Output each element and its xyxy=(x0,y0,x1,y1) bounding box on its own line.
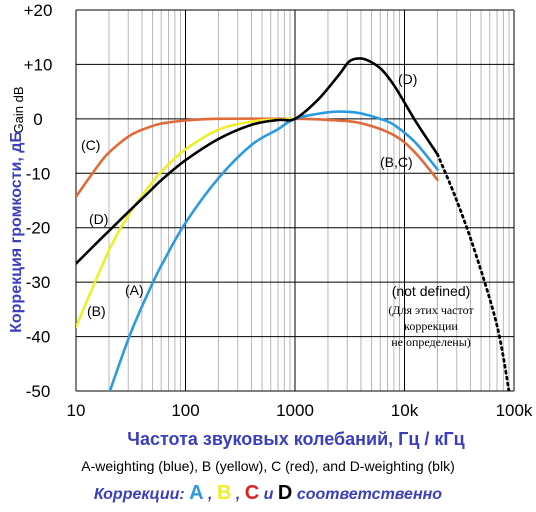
note-ru-line3: не определены) xyxy=(391,335,471,349)
legend-ru-and: и xyxy=(263,486,274,503)
y-tick-label: -40 xyxy=(26,328,51,347)
gain-db-label: Gain dB xyxy=(11,87,26,134)
legend-ru-prefix: Коррекции: xyxy=(93,486,185,503)
note-ru-line2: коррекции xyxy=(404,319,458,333)
legend-russian: Коррекции: A , B , C и D соответственно xyxy=(0,482,536,505)
y-tick-label: -20 xyxy=(26,219,51,238)
legend-ru-sep1: , xyxy=(208,486,213,503)
annotation-bc: (B,C) xyxy=(380,154,413,170)
annotation-a: (A) xyxy=(125,282,144,298)
legend-english: A-weighting (blue), B (yellow), C (red),… xyxy=(81,458,455,474)
x-tick-label: 10k xyxy=(391,401,419,420)
legend-ru-sep2: , xyxy=(235,486,241,503)
legend-ru-a: A xyxy=(189,482,204,504)
annotation-b: (B) xyxy=(87,303,106,319)
y-tick-label: 0 xyxy=(33,110,42,129)
grid xyxy=(75,9,515,392)
legend-ru-c: C xyxy=(244,482,260,504)
y-tick-label: -10 xyxy=(26,164,51,183)
tick-labels: +20 +10 0 -10 -20 -30 -40 -50 10 100 1000 10k 100k xyxy=(24,1,533,420)
x-tick-label: 1000 xyxy=(276,401,314,420)
note-ru-line1: (Для этих частот xyxy=(388,303,474,317)
series-line-b xyxy=(76,117,297,329)
y-tick-label: +10 xyxy=(24,55,53,74)
x-tick-label: 10 xyxy=(67,401,86,420)
annotation-d-high: (D) xyxy=(398,71,417,87)
note-not-defined: (not defined) xyxy=(392,283,471,299)
legend-ru-b: B xyxy=(216,482,232,504)
legend-ru-suffix: соответственно xyxy=(296,486,443,503)
y-tick-label: -50 xyxy=(26,382,51,401)
series-line-d xyxy=(76,57,439,265)
y-tick-label: -30 xyxy=(26,273,51,292)
x-tick-label: 100k xyxy=(496,401,533,420)
legend-ru-d: D xyxy=(277,482,293,504)
y-axis-title: Коррекция громкости, дБ xyxy=(8,131,25,333)
series-line-d-extension xyxy=(436,152,511,391)
series-line-c xyxy=(76,117,439,198)
weighting-chart: +20 +10 0 -10 -20 -30 -40 -50 10 100 1000 10k 100k G… xyxy=(8,1,533,449)
series-line-a xyxy=(108,110,439,391)
x-axis-title: Частота звуковых колебаний, Гц / кГц xyxy=(127,429,464,449)
y-tick-label: +20 xyxy=(24,1,53,20)
annotation-c: (C) xyxy=(81,137,100,153)
x-tick-label: 100 xyxy=(171,401,199,420)
annotation-d-low: (D) xyxy=(89,211,108,227)
series-group xyxy=(76,57,511,391)
